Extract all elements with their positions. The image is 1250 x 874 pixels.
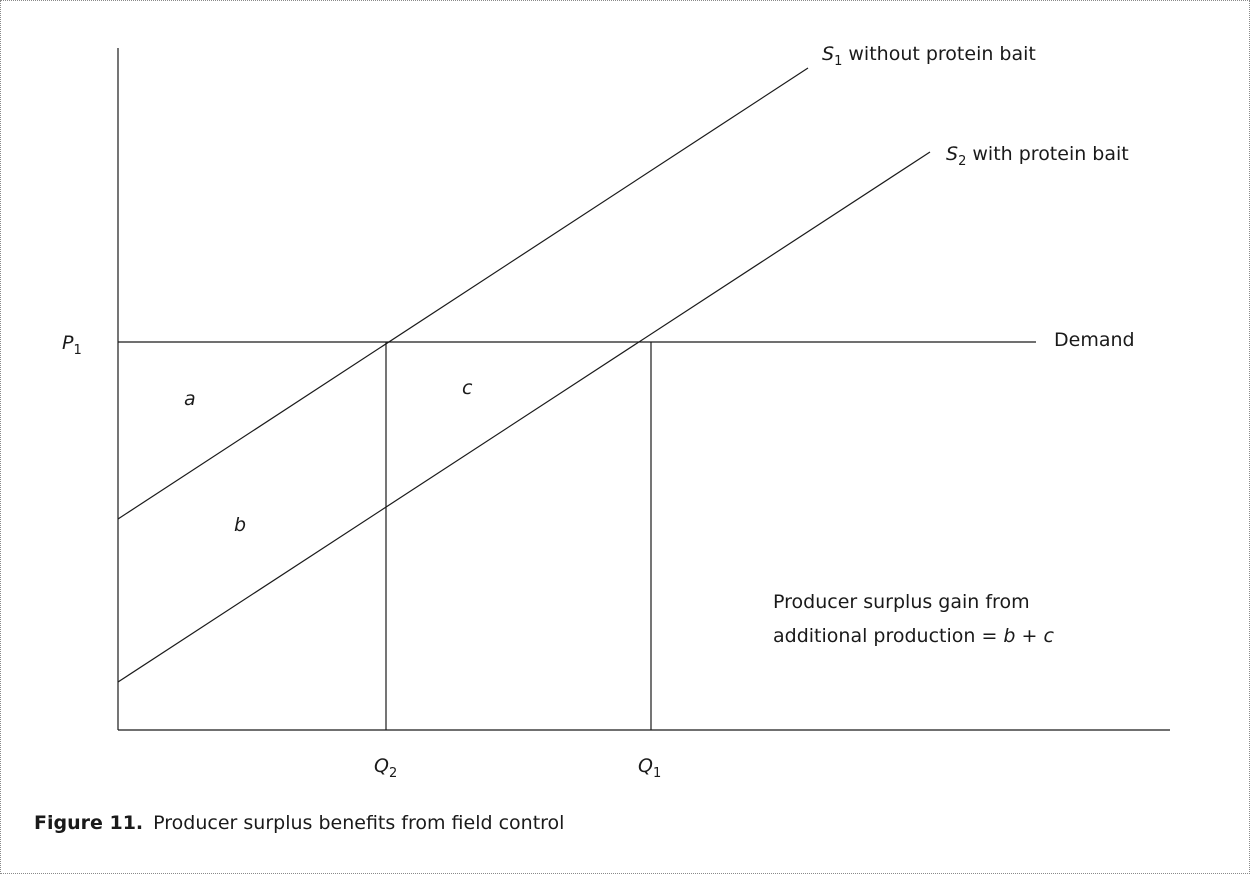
- region-b-label: b: [234, 514, 246, 536]
- s2-label: S2 with protein bait: [946, 143, 1129, 169]
- figure-caption: Figure 11. Producer surplus benefits from…: [34, 812, 564, 834]
- region-c-label: c: [462, 377, 473, 399]
- region-a-label: a: [184, 388, 196, 410]
- annotation-line-2: additional production = b + c: [773, 625, 1054, 647]
- p1-label: P1: [62, 332, 82, 358]
- figure-caption-text: Producer surplus benefits from field con…: [153, 812, 565, 834]
- q1-label: Q1: [638, 755, 661, 781]
- annotation-line-1: Producer surplus gain from: [773, 591, 1030, 613]
- demand-label: Demand: [1054, 329, 1135, 351]
- figure-caption-label: Figure 11.: [34, 812, 144, 834]
- s1-label: S1 without protein bait: [822, 43, 1036, 69]
- supply-s2-line: [117, 151, 931, 683]
- supply-s1-line: [117, 67, 809, 520]
- q2-label: Q2: [374, 755, 397, 781]
